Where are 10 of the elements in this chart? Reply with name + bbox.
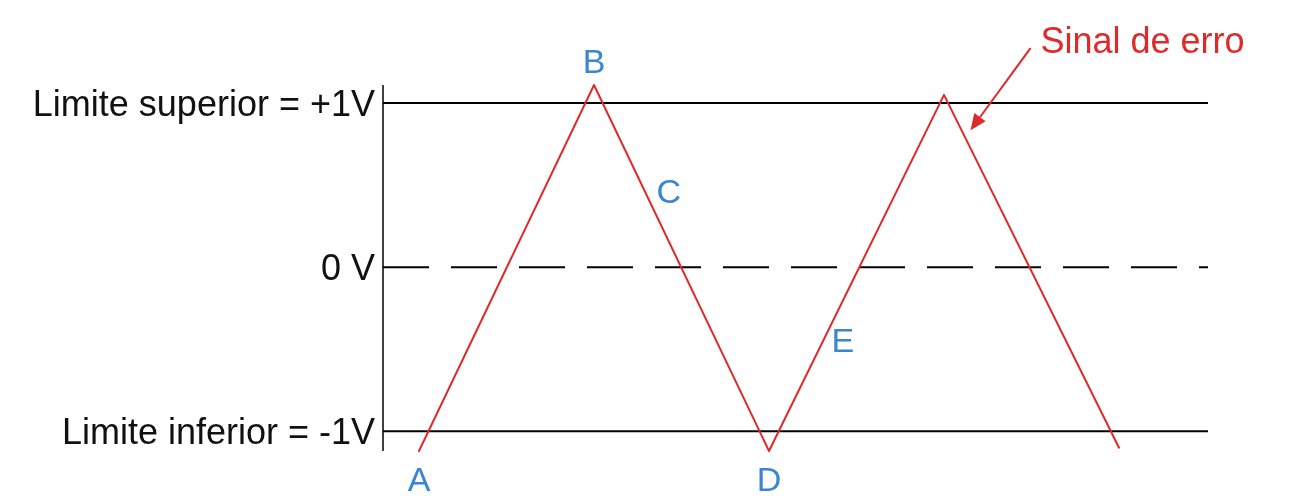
y-tick-label: 0 V: [320, 246, 375, 288]
y-tick-label: Limite superior = +1V: [32, 82, 375, 124]
annotation: E: [831, 321, 855, 360]
text: Sinal de erro: [1040, 19, 1245, 61]
annotation: C: [656, 171, 682, 210]
y-tick-label: Limite inferior = -1V: [61, 410, 375, 452]
annotation: B: [582, 42, 606, 80]
annotation: A: [407, 460, 431, 498]
line-series: [418, 84, 1120, 452]
annotation: D: [756, 460, 782, 498]
